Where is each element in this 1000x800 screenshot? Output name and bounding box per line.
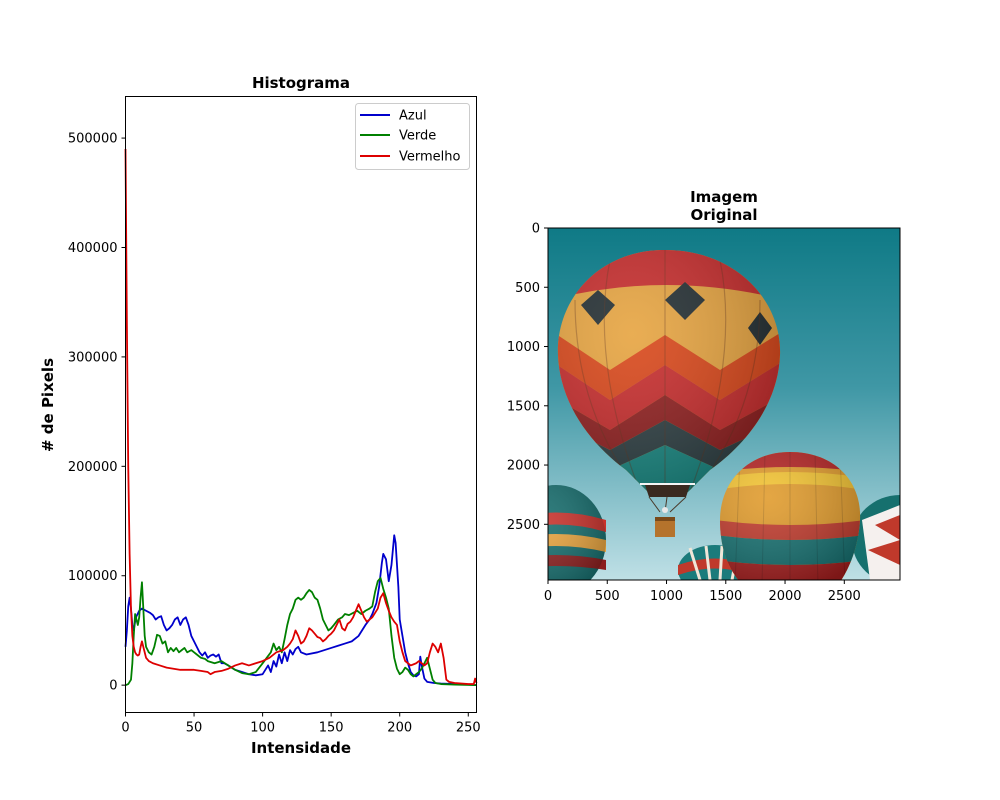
histogram-y-axis-label: # de Pixels	[39, 358, 57, 452]
series-line-azul	[124, 534, 477, 687]
y-tick-label: 500000	[68, 132, 118, 147]
x-tick-label: 50	[186, 721, 203, 736]
balloon-photo	[548, 228, 900, 580]
image-y-tick-label: 1000	[507, 340, 540, 355]
y-tick-label: 200000	[68, 460, 118, 475]
x-tick-label: 150	[319, 721, 344, 736]
histogram-panel: 0 50 100 150 200 250 0 100000 200000 300000 40000…	[39, 74, 481, 757]
image-x-tick-label: 500	[595, 589, 620, 604]
histogram-title: Histograma	[252, 74, 350, 92]
histogram-frame	[125, 96, 477, 713]
image-x-tick-label: 2500	[828, 589, 861, 604]
x-tick-label: 250	[456, 721, 481, 736]
histogram-plot-area	[125, 96, 477, 713]
x-tick-label: 100	[250, 721, 275, 736]
balloon-left	[548, 485, 606, 580]
y-tick-label: 400000	[68, 241, 118, 256]
image-frame	[547, 227, 901, 581]
image-panel: Imagem Original	[507, 188, 901, 604]
image-y-tick-label: 500	[515, 281, 540, 296]
balloon-right	[720, 452, 861, 580]
image-x-tick-label: 0	[544, 589, 552, 604]
histogram-y-ticks: 0 100000 200000 300000 400000 500000	[68, 132, 126, 694]
legend-label-azul: Azul	[399, 109, 427, 124]
legend-label-vermelho: Vermelho	[399, 150, 461, 165]
image-y-tick-label: 1500	[507, 399, 540, 414]
image-y-tick-label: 0	[532, 222, 540, 237]
balloon-right-edge	[852, 495, 900, 580]
histogram-x-axis-label: Intensidade	[251, 739, 351, 757]
legend-item-vermelho: Vermelho	[360, 150, 461, 165]
balloon-basket	[655, 517, 675, 537]
x-tick-label: 0	[121, 721, 129, 736]
x-tick-label: 200	[387, 721, 412, 736]
image-title-line-2: Original	[690, 206, 757, 224]
series-line-verde	[125, 577, 477, 687]
image-title-line-1: Imagem	[690, 188, 758, 206]
image-x-tick-label: 1500	[709, 589, 742, 604]
histogram-lines	[124, 149, 478, 687]
image-y-tick-label: 2500	[507, 518, 540, 533]
y-tick-label: 0	[109, 679, 117, 694]
legend-box	[355, 103, 470, 170]
histogram-x-ticks: 0 50 100 150 200 250	[121, 712, 481, 736]
histogram-legend: Azul Verde Vermelho	[355, 103, 470, 170]
image-x-tick-label: 2000	[768, 589, 801, 604]
image-y-ticks: 0 500 1000 1500 2000 2500	[507, 222, 548, 533]
y-tick-label: 300000	[68, 350, 118, 365]
legend-label-verde: Verde	[399, 129, 436, 144]
image-x-ticks: 0 500 1000 1500 2000 2500	[544, 580, 861, 604]
image-x-tick-label: 1000	[650, 589, 683, 604]
series-line-vermelho	[124, 149, 478, 685]
y-tick-label: 100000	[68, 569, 118, 584]
image-y-tick-label: 2000	[507, 459, 540, 474]
legend-item-verde: Verde	[360, 129, 436, 144]
legend-item-azul: Azul	[360, 109, 427, 124]
